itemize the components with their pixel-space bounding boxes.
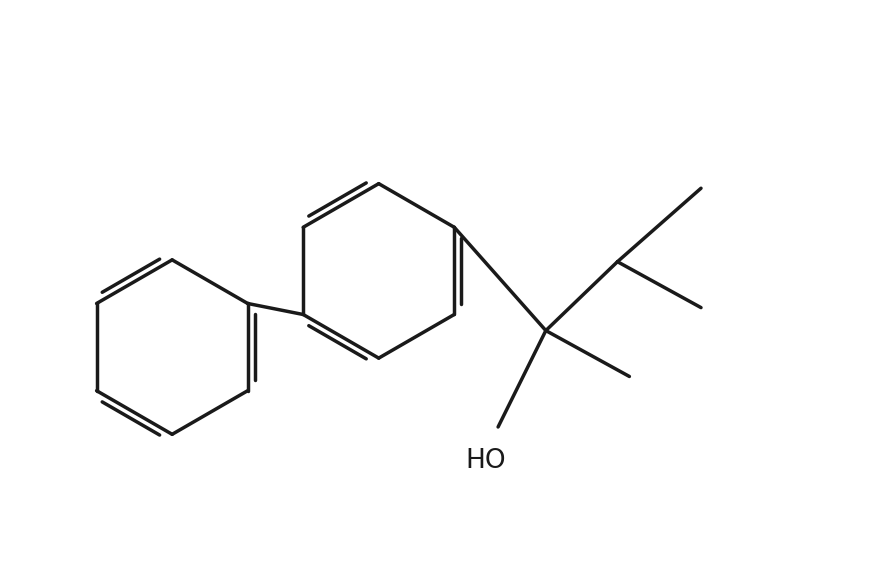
- Text: HO: HO: [466, 448, 507, 474]
